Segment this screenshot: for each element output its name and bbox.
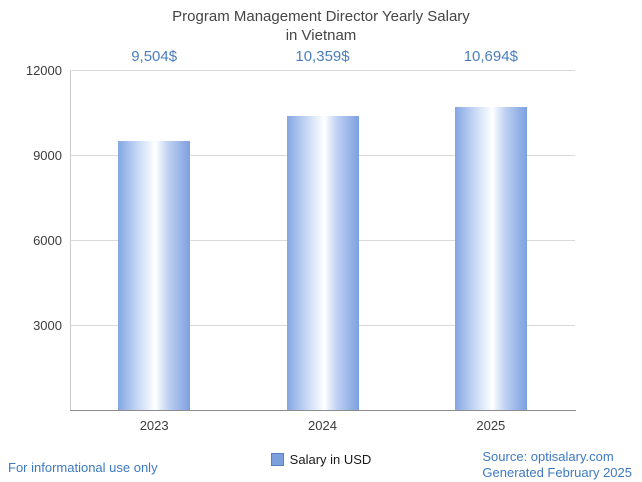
bar-2025 (454, 107, 527, 410)
x-axis-tick-label: 2024 (308, 418, 337, 433)
bar-value-label: 10,694$ (463, 48, 518, 65)
gridline (70, 70, 575, 71)
generated-date: Generated February 2025 (482, 465, 632, 480)
x-axis-line (70, 410, 576, 411)
bar-value-label: 9,504$ (131, 48, 178, 65)
x-axis-tick-label: 2025 (476, 418, 506, 433)
x-axis-tick-label: 2023 (139, 418, 169, 433)
source-link[interactable]: Source: optisalary.com (482, 449, 614, 464)
y-axis-tick-label: 6000 (33, 233, 62, 248)
chart-legend: Salary in USD (0, 452, 642, 467)
legend-label: Salary in USD (289, 452, 372, 467)
bar-2023 (118, 140, 191, 410)
source-block: Source: optisalary.com Generated Februar… (482, 449, 632, 481)
y-axis-tick-label: 9000 (33, 148, 62, 163)
legend-swatch-icon (270, 453, 284, 466)
y-axis-tick-label: 3000 (33, 318, 62, 333)
disclaimer-text: For informational use only (8, 460, 158, 475)
plot-area (70, 70, 575, 410)
bar-value-label: 10,359$ (295, 48, 350, 65)
bar-2024 (286, 116, 359, 410)
chart-title: Program Management Director Yearly Salar… (172, 8, 470, 44)
y-axis-tick-label: 12000 (25, 63, 62, 78)
